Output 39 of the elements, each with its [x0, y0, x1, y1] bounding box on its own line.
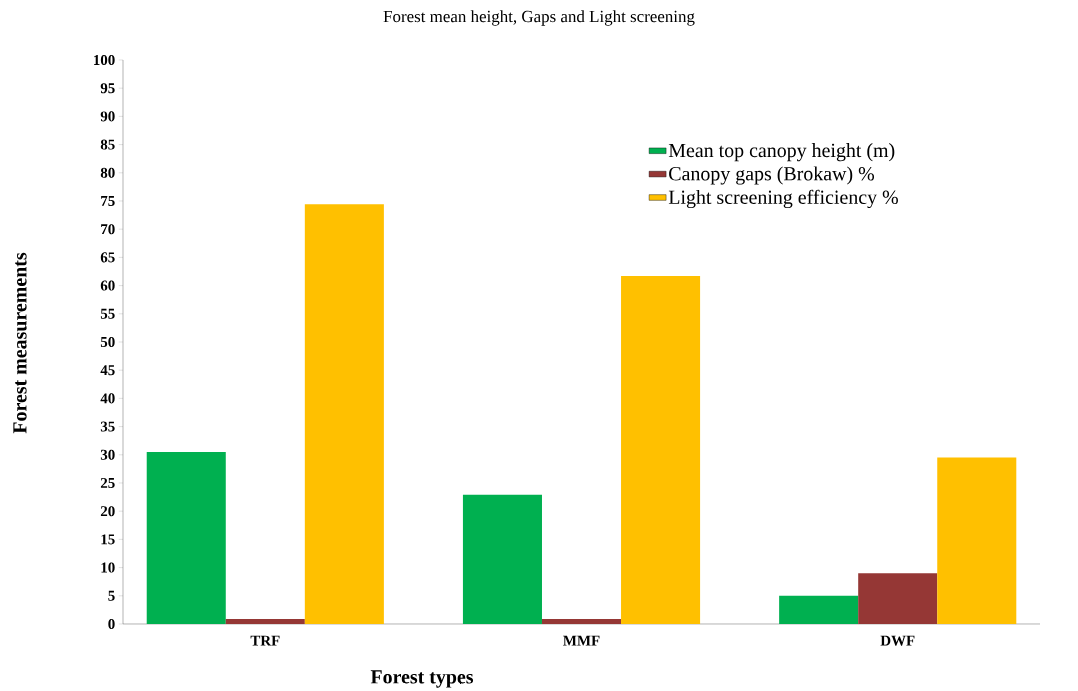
bar	[541, 618, 622, 624]
chart-title: Forest mean height, Gaps and Light screening	[383, 10, 695, 26]
legend-label: Canopy gaps (Brokaw) %	[669, 166, 875, 185]
y-tick-label: 40	[100, 393, 115, 404]
y-tick-label: 80	[100, 167, 115, 178]
y-tick-label: 25	[100, 477, 115, 488]
y-tick-label: 90	[100, 111, 115, 122]
y-tick-label: 50	[100, 336, 115, 348]
y-tick-label: 100	[94, 54, 115, 66]
legend-label: Light screening efficiency %	[668, 189, 898, 209]
x-tick-label: MMF	[563, 635, 600, 646]
bar	[937, 457, 1017, 624]
x-tick-label: DWF	[880, 635, 915, 646]
y-tick-label: 75	[101, 196, 115, 206]
y-tick-label: 15	[101, 534, 115, 545]
x-tick-label: TRF	[250, 635, 280, 646]
y-tick-label: 20	[100, 506, 115, 517]
bar	[304, 204, 384, 624]
bar	[462, 494, 542, 624]
bar	[858, 573, 938, 624]
y-tick-label: 95	[100, 83, 115, 94]
y-tick-label: 60	[100, 280, 115, 291]
bar	[621, 275, 701, 624]
y-axis-title: Forest measurements	[13, 252, 27, 434]
y-tick-label: 45	[100, 365, 115, 376]
x-axis-title: Forest types	[370, 670, 474, 688]
bar	[779, 595, 859, 624]
legend-label: Mean top canopy height (m)	[668, 143, 895, 162]
y-tick-label: 35	[100, 421, 115, 432]
bar	[146, 451, 226, 624]
y-tick-label: 65	[100, 252, 115, 263]
y-tick-label: 5	[108, 590, 115, 601]
y-tick-label: 30	[100, 449, 115, 460]
y-tick-label: 85	[100, 139, 115, 150]
y-tick-label: 70	[101, 224, 115, 235]
bar	[225, 618, 305, 624]
y-tick-label: 10	[101, 562, 115, 573]
y-tick-label: 55	[100, 308, 115, 319]
y-tick-label: 0	[108, 618, 115, 630]
